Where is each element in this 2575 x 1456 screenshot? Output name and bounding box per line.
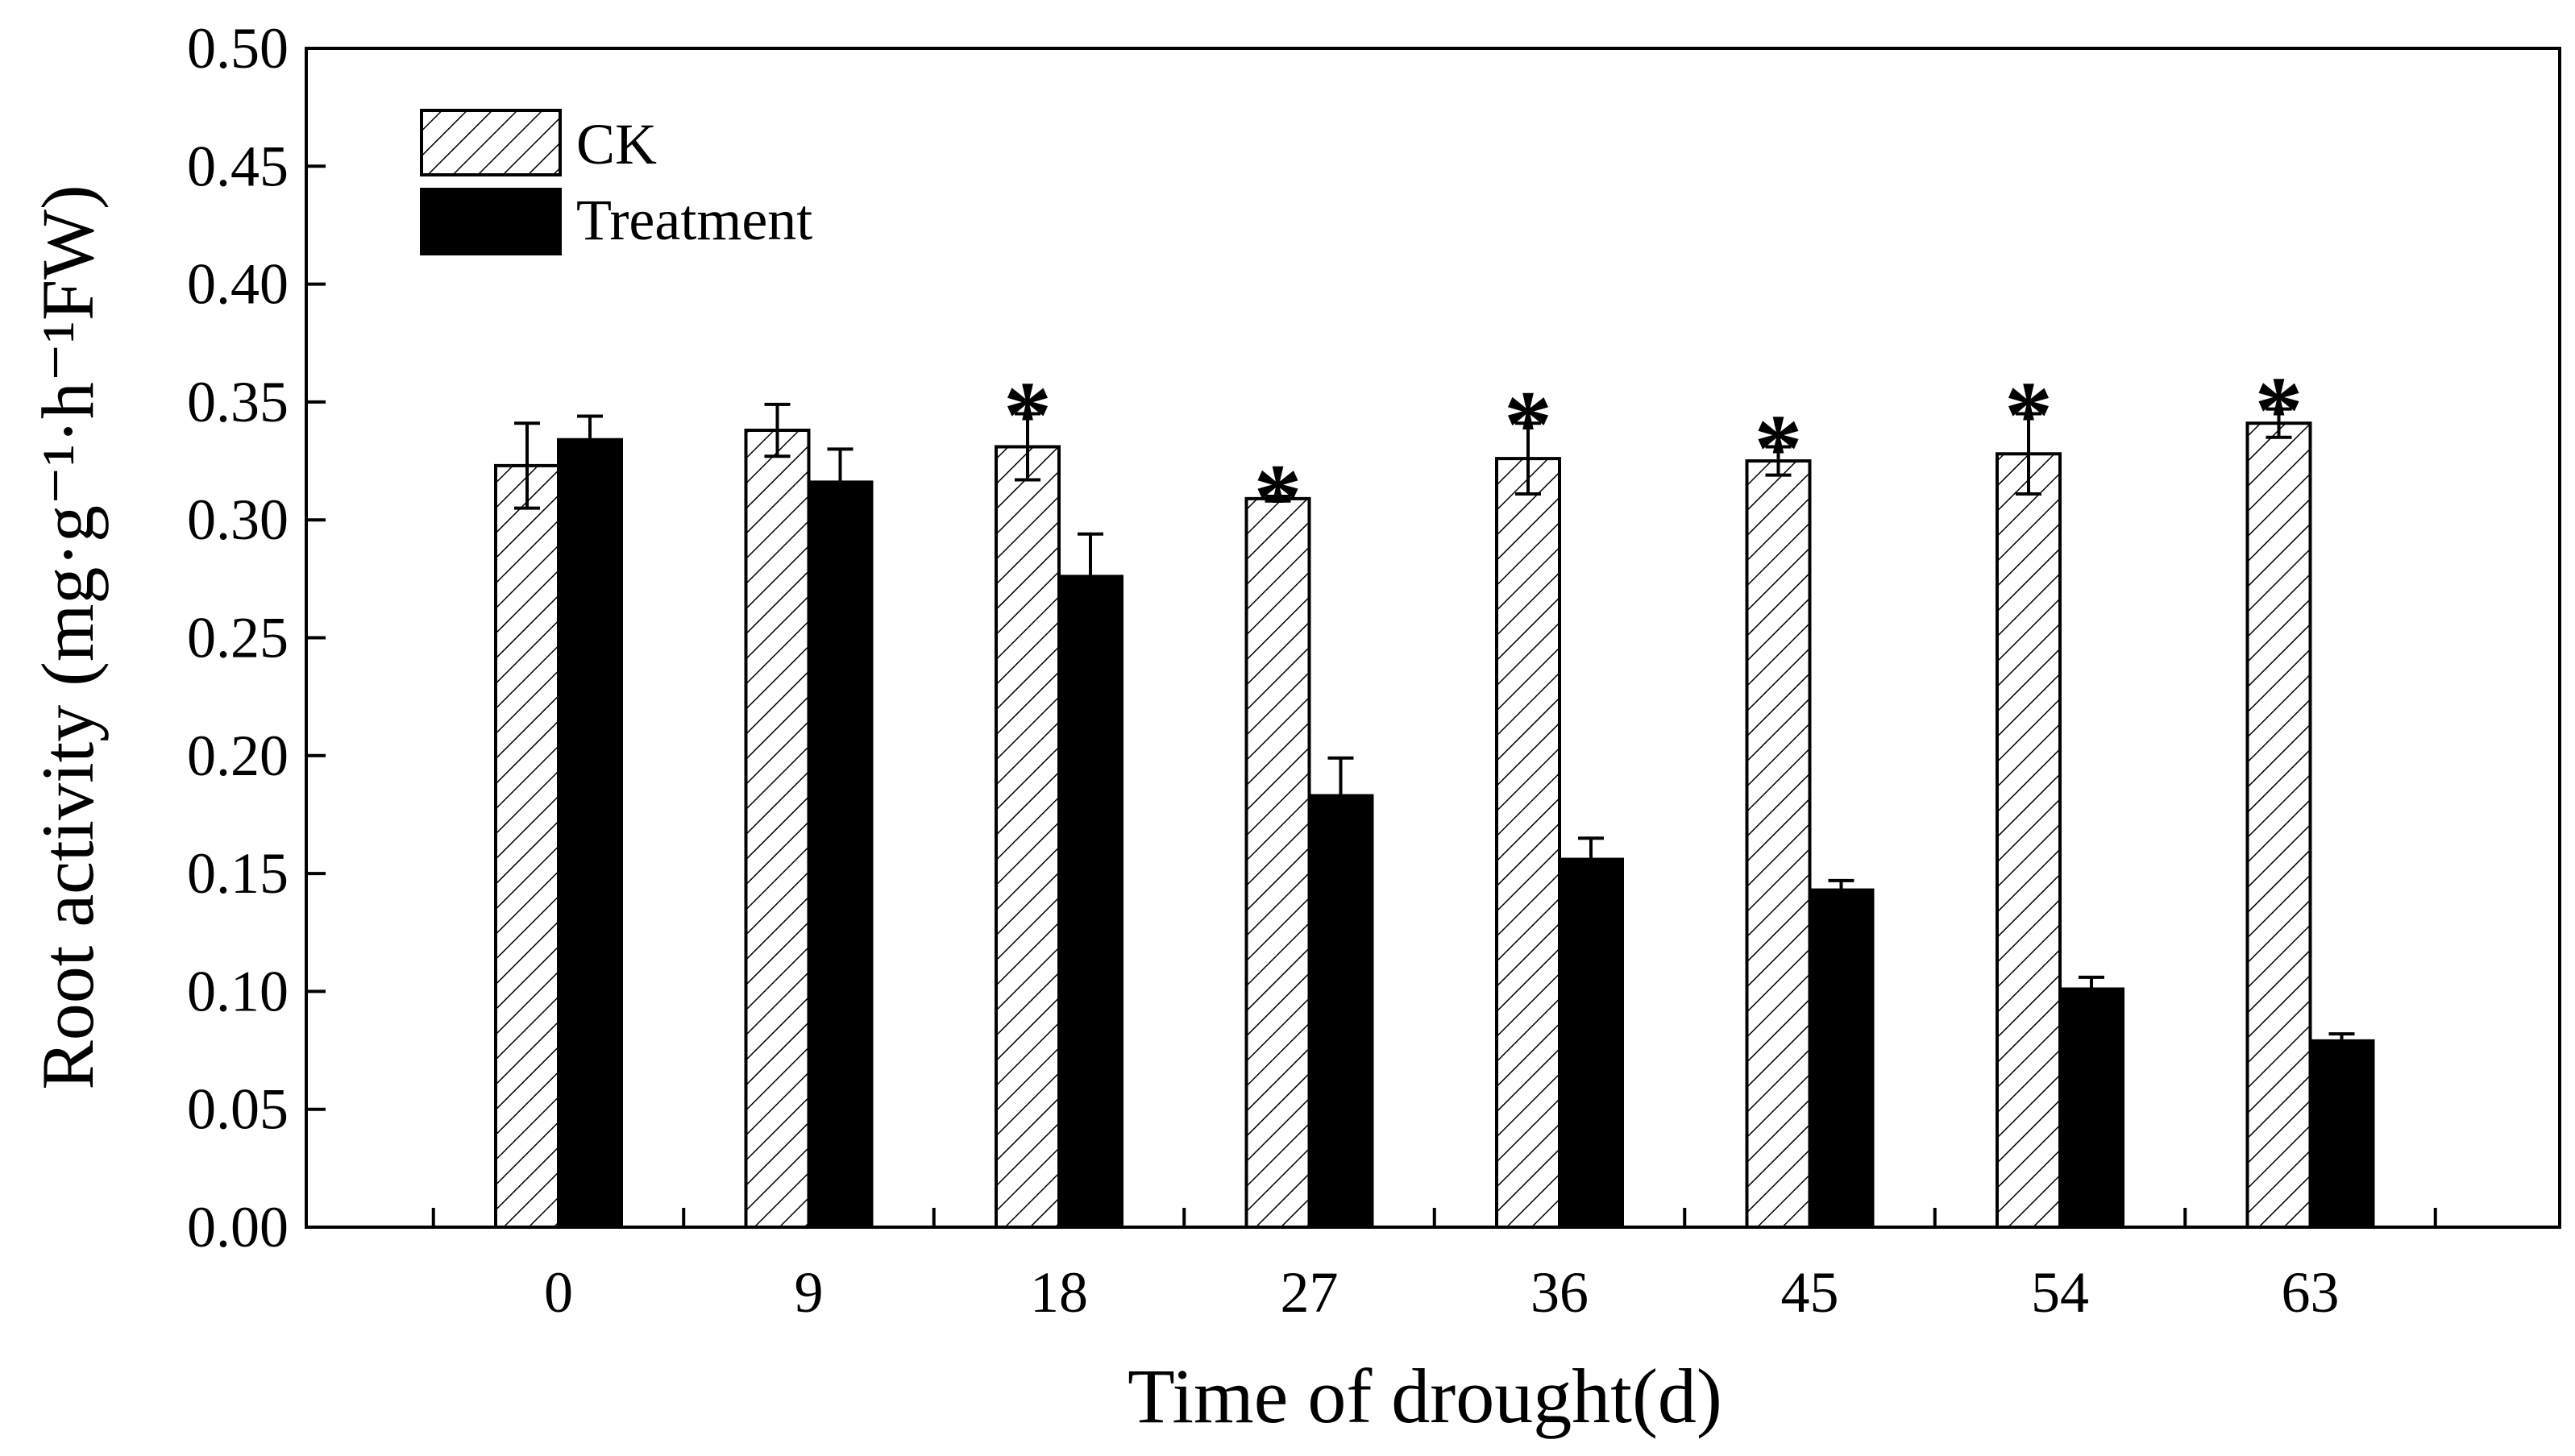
x-tick-label: 27 <box>1281 1260 1339 1325</box>
x-axis-title: Time of drought(d) <box>1128 1353 1722 1439</box>
bar-ck <box>1495 457 1561 1229</box>
bar-ck <box>995 445 1061 1229</box>
x-tick-label: 0 <box>544 1260 573 1325</box>
y-axis-ticks: 0.00 0.05 0.10 0.15 0.20 0.25 0.30 0.35 0.40 0.45… <box>187 16 326 1259</box>
y-tick-label: 0.45 <box>187 134 289 198</box>
x-tick-label: 18 <box>1030 1260 1088 1325</box>
significance-asterisk: * <box>1254 444 1302 551</box>
significance-asterisk: * <box>1755 394 1803 501</box>
legend-label-treatment: Treatment <box>576 188 812 252</box>
y-tick-label: 0.35 <box>187 370 289 434</box>
error-bars <box>514 402 2355 1050</box>
bar-treatment <box>1307 794 1374 1229</box>
y-tick-label: 0.20 <box>187 724 289 788</box>
bar-ck <box>1745 459 1812 1229</box>
bar-ck <box>494 463 560 1229</box>
bar-series <box>494 421 2375 1230</box>
legend-label-ck: CK <box>576 112 657 176</box>
bar-treatment <box>1558 857 1624 1229</box>
y-tick-label: 0.10 <box>187 959 289 1023</box>
significance-asterisk: * <box>1504 371 1552 478</box>
legend: CK Treatment <box>420 109 812 255</box>
y-tick-label: 0.40 <box>187 252 289 317</box>
bar-treatment <box>2058 987 2124 1229</box>
bar-treatment <box>1057 575 1123 1229</box>
bar-treatment <box>1808 888 1875 1230</box>
legend-swatch-treatment <box>420 188 562 255</box>
bar-ck <box>1996 452 2062 1229</box>
x-tick-label: 45 <box>1781 1260 1839 1325</box>
y-tick-label: 0.15 <box>187 841 289 906</box>
y-tick-label: 0.50 <box>187 16 289 81</box>
legend-swatch-ck <box>420 109 562 176</box>
y-tick-label: 0.25 <box>187 606 289 670</box>
y-tick-label: 0.00 <box>187 1195 289 1259</box>
x-tick-label: 36 <box>1530 1260 1589 1325</box>
bar-ck <box>744 429 811 1229</box>
y-tick-label: 0.30 <box>187 487 289 552</box>
significance-asterisk: * <box>1003 362 1052 469</box>
x-tick-label: 63 <box>2282 1260 2340 1325</box>
y-axis-title: Root activity (mg·g⁻¹·h⁻¹FW) <box>27 185 109 1089</box>
x-axis-ticks: 0 9 18 27 36 45 54 63 <box>431 1208 2437 1325</box>
significance-asterisk: * <box>2004 362 2053 469</box>
bar-ck <box>1244 496 1311 1229</box>
significance-markers: * * * * * * <box>1003 357 2303 551</box>
bar-ck <box>2245 421 2312 1229</box>
bar-treatment <box>557 438 623 1229</box>
y-tick-label: 0.05 <box>187 1077 289 1142</box>
bar-treatment <box>2308 1039 2375 1229</box>
significance-asterisk: * <box>2255 357 2303 464</box>
x-tick-label: 54 <box>2031 1260 2089 1325</box>
bar-treatment <box>807 480 874 1229</box>
x-tick-label: 9 <box>795 1260 824 1325</box>
